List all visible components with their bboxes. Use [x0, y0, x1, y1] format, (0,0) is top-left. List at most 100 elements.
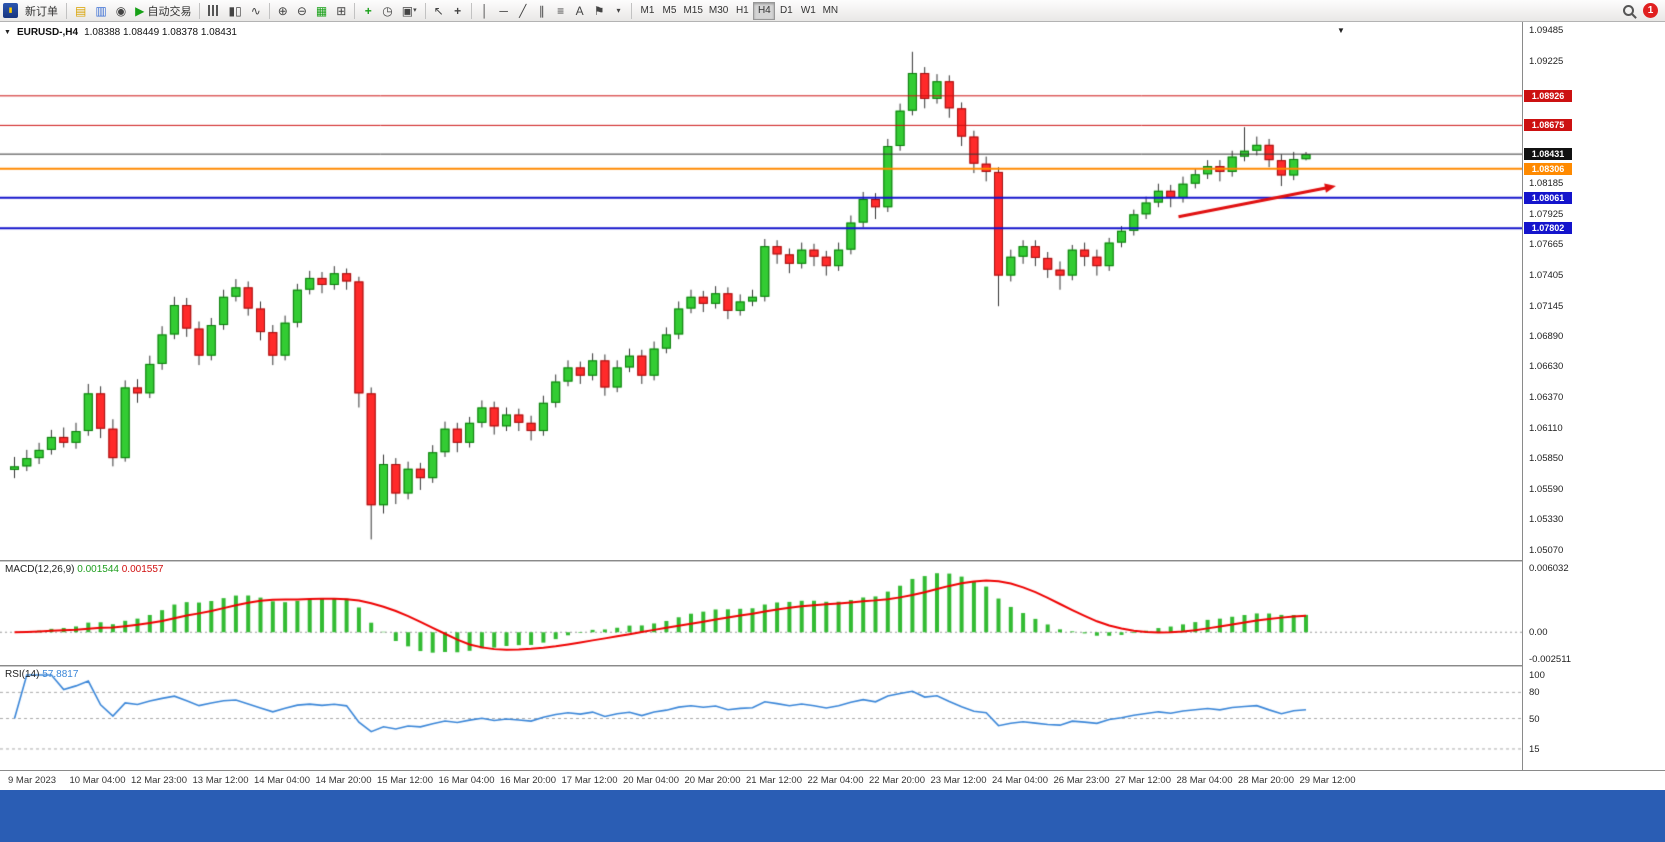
trendline-glyph: ╱ — [519, 3, 527, 18]
level-price-badge: 1.08926 — [1524, 89, 1572, 102]
price-axis-label: 1.05070 — [1529, 544, 1564, 556]
price-axis-label: 1.07405 — [1529, 269, 1564, 281]
rsi-value: 57.8817 — [42, 669, 79, 680]
trendline-tool-icon[interactable]: ╱ — [514, 1, 532, 21]
fibonacci-tool-icon[interactable]: ≡ — [552, 1, 570, 21]
rsi-axis-label: 100 — [1529, 670, 1545, 681]
data-window-icon[interactable]: ▥ — [91, 1, 110, 21]
market-watch-icon[interactable]: ▤ — [71, 1, 90, 21]
time-axis-label: 29 Mar 12:00 — [1299, 775, 1356, 786]
period-glyph: ◷ — [382, 3, 393, 18]
symbol-label: ▼ EURUSD-,H4 1.08388 1.08449 1.08378 1.0… — [4, 27, 237, 38]
label-tool-glyph: ⚑ — [593, 3, 605, 18]
time-axis-label: 9 Mar 2023 — [8, 775, 57, 786]
new-order-button[interactable]: 新订单 — [21, 1, 62, 21]
zoom-in-icon[interactable]: ⊕ — [274, 1, 292, 21]
time-axis-label: 21 Mar 12:00 — [746, 775, 802, 786]
templates-dropdown-icon: ▾ — [413, 7, 417, 14]
time-axis-label: 14 Mar 20:00 — [315, 775, 372, 786]
bar-chart-icon[interactable] — [204, 1, 223, 21]
zoom-out-icon[interactable]: ⊖ — [293, 1, 311, 21]
text-tool-icon[interactable]: A — [571, 1, 589, 21]
price-chart-canvas[interactable] — [0, 22, 1522, 560]
price-axis-label: 1.06890 — [1529, 330, 1564, 342]
timeframe-m5[interactable]: M5 — [658, 2, 680, 20]
timeframe-h1[interactable]: H1 — [731, 2, 753, 20]
timeframe-m15[interactable]: M15 — [680, 2, 705, 20]
timeframe-group: M1 M5 M15 M30 H1 H4 D1 W1 MN — [636, 1, 841, 20]
timeframe-m30[interactable]: M30 — [706, 2, 731, 20]
new-chart-icon[interactable]: ⊞ — [332, 1, 350, 21]
chart-menu-icon[interactable]: ▼ — [1337, 26, 1345, 35]
ohlc-values: 1.08388 1.08449 1.08378 1.08431 — [84, 27, 237, 38]
autotrade-button[interactable]: ▶ 自动交易 — [131, 1, 195, 21]
period-icon[interactable]: ◷ — [378, 1, 396, 21]
candlestick-chart-icon[interactable]: ▮▯ — [224, 1, 245, 21]
time-axis-label: 20 Mar 20:00 — [684, 775, 741, 786]
indicators-icon[interactable]: + — [359, 1, 377, 21]
time-axis-label: 17 Mar 12:00 — [561, 775, 618, 786]
line-chart-icon[interactable]: ∿ — [247, 1, 265, 21]
price-axis-label: 1.06110 — [1529, 422, 1563, 434]
macd-title: MACD(12,26,9) — [5, 564, 75, 575]
notification-badge[interactable]: 1 — [1643, 3, 1658, 18]
time-axis-label: 16 Mar 20:00 — [500, 775, 556, 786]
time-axis[interactable]: 9 Mar 2023 10 Mar 04:00 12 Mar 23:00 13 Mar… — [0, 770, 1665, 791]
indicators-glyph: + — [364, 3, 372, 18]
panel-splitter[interactable] — [0, 665, 1665, 667]
taskbar[interactable] — [0, 790, 1665, 842]
price-axis[interactable]: 1.09485 1.09225 1.08185 1.07925 1.07665 1.074… — [1522, 22, 1665, 770]
templates-icon[interactable]: ▣ ▾ — [398, 1, 421, 21]
cursor-glyph: ↖ — [433, 3, 444, 18]
timeframe-d1[interactable]: D1 — [775, 2, 797, 20]
toolbar-separator — [66, 2, 67, 19]
label-tool-icon[interactable]: ⚑ — [590, 1, 609, 21]
time-axis-label: 10 Mar 04:00 — [69, 775, 126, 786]
symbol-dropdown-icon[interactable]: ▼ — [4, 29, 11, 36]
macd-label: MACD(12,26,9) 0.001544 0.001557 — [5, 564, 163, 575]
level-price-badge: 1.08306 — [1524, 162, 1572, 175]
panel-splitter[interactable] — [0, 560, 1665, 562]
time-axis-label: 16 Mar 04:00 — [438, 775, 495, 786]
time-axis-label: 22 Mar 04:00 — [807, 775, 864, 786]
timeframe-m1[interactable]: M1 — [636, 2, 658, 20]
vline-glyph: │ — [480, 3, 489, 18]
time-axis-label: 27 Mar 12:00 — [1115, 775, 1171, 786]
timeframe-w1[interactable]: W1 — [797, 2, 819, 20]
toolbar: 新订单 ▤ ▥ ◉ ▶ 自动交易 ▮▯ ∿ ⊕ ⊖ ▦ ⊞ + ◷ ▣▾ ↖ +… — [0, 0, 1665, 22]
cursor-tool-icon[interactable]: ↖ — [430, 1, 448, 21]
fibonacci-glyph: ≡ — [557, 3, 565, 18]
price-axis-label: 1.07665 — [1529, 239, 1564, 251]
search-icon[interactable] — [1619, 1, 1638, 21]
timeframe-mn[interactable]: MN — [819, 2, 841, 20]
rsi-canvas[interactable] — [0, 667, 1522, 770]
crosshair-glyph: + — [454, 3, 462, 18]
search-glyph — [1623, 5, 1634, 16]
macd-value-main: 0.001544 — [77, 564, 119, 575]
price-axis-label: 1.09485 — [1529, 25, 1564, 36]
hline-glyph: ─ — [499, 3, 508, 18]
tile-windows-glyph: ▦ — [315, 3, 328, 18]
channel-tool-icon[interactable]: ∥ — [533, 1, 551, 21]
line-chart-glyph: ∿ — [250, 3, 261, 18]
vertical-line-tool-icon[interactable]: │ — [476, 1, 494, 21]
channel-glyph: ∥ — [538, 3, 545, 18]
macd-axis-label: 0.00 — [1529, 627, 1548, 639]
price-axis-label: 1.08185 — [1529, 178, 1564, 190]
price-axis-label: 1.09225 — [1529, 55, 1564, 67]
time-axis-label: 28 Mar 20:00 — [1238, 775, 1294, 786]
price-axis-label: 1.05590 — [1529, 483, 1564, 495]
tile-windows-icon[interactable]: ▦ — [312, 1, 331, 21]
toolbar-separator — [631, 2, 633, 19]
price-axis-label: 1.06370 — [1529, 391, 1564, 403]
toolbar-separator — [199, 2, 201, 19]
macd-canvas[interactable] — [0, 562, 1522, 665]
shapes-dropdown-icon[interactable]: ▾ — [609, 1, 627, 21]
timeframe-h4[interactable]: H4 — [753, 1, 776, 20]
time-axis-label: 23 Mar 12:00 — [930, 775, 987, 786]
community-icon[interactable]: ◉ — [112, 1, 130, 21]
price-axis-label: 1.07145 — [1529, 300, 1564, 312]
rsi-axis-label: 15 — [1529, 743, 1540, 755]
crosshair-tool-icon[interactable]: + — [449, 1, 467, 21]
horizontal-line-tool-icon[interactable]: ─ — [495, 1, 513, 21]
